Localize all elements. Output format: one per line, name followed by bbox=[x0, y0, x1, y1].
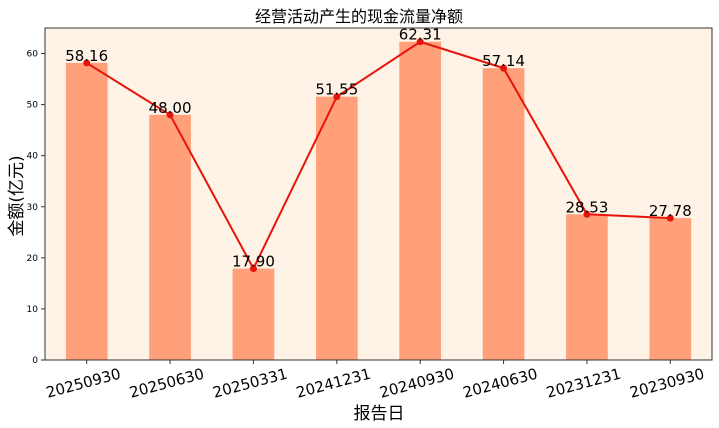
y-axis-ticks: 0 10 20 30 40 50 60 bbox=[27, 50, 45, 366]
x-tick-label: 20250331 bbox=[211, 365, 289, 402]
data-label: 62.31 bbox=[399, 26, 442, 44]
bar bbox=[399, 41, 442, 361]
data-labels: 58.16 48.00 17.90 51.55 62.31 57.14 28.53 27.78 bbox=[65, 26, 692, 271]
x-tick-label: 20241231 bbox=[294, 365, 372, 402]
line-path bbox=[86, 40, 671, 271]
point-series bbox=[83, 38, 674, 273]
x-tick-label: 20240930 bbox=[378, 365, 456, 402]
bar bbox=[566, 214, 608, 360]
line-point bbox=[166, 111, 174, 119]
y-tick-label: 30 bbox=[27, 203, 39, 213]
plot-background bbox=[45, 28, 712, 360]
y-tick-label: 0 bbox=[32, 356, 38, 366]
data-label: 51.55 bbox=[315, 81, 358, 99]
line-point bbox=[83, 59, 91, 67]
x-tick-label: 20240630 bbox=[461, 365, 539, 402]
bar bbox=[65, 62, 108, 360]
data-label: 27.78 bbox=[649, 202, 692, 220]
line-point bbox=[666, 214, 674, 222]
y-tick-label: 50 bbox=[27, 101, 39, 111]
data-label: 17.90 bbox=[232, 253, 275, 271]
data-label: 58.16 bbox=[65, 47, 108, 65]
line-point bbox=[500, 64, 508, 72]
chart-title: 经营活动产生的现金流量净额 bbox=[255, 7, 463, 26]
bar bbox=[149, 114, 191, 360]
x-axis-label: 报告日 bbox=[354, 404, 405, 424]
x-tick-label: 20250930 bbox=[44, 365, 122, 402]
line-point bbox=[333, 93, 341, 101]
data-label: 28.53 bbox=[565, 198, 608, 216]
x-tick-label: 20230930 bbox=[628, 365, 706, 402]
data-label: 57.14 bbox=[482, 52, 525, 70]
line-series bbox=[86, 40, 671, 271]
line-point bbox=[583, 210, 591, 218]
bar-series bbox=[65, 41, 692, 361]
bar bbox=[649, 218, 692, 360]
x-axis-ticks: 20250930 20250630 20250331 20241231 20240930… bbox=[44, 360, 706, 402]
y-tick-label: 10 bbox=[27, 305, 39, 315]
x-tick-label: 20231231 bbox=[544, 365, 622, 402]
y-tick-label: 20 bbox=[27, 254, 39, 264]
data-label: 48.00 bbox=[149, 99, 192, 117]
bar bbox=[315, 96, 358, 361]
line-point bbox=[249, 265, 257, 273]
line-point bbox=[416, 38, 424, 46]
x-tick-label: 20250630 bbox=[128, 365, 206, 402]
bar bbox=[482, 68, 525, 361]
bar bbox=[232, 268, 275, 360]
y-tick-label: 40 bbox=[27, 152, 39, 162]
y-tick-label: 60 bbox=[27, 50, 39, 60]
plot-frame bbox=[44, 27, 713, 361]
y-axis-label: 金额(亿元) bbox=[7, 155, 27, 236]
